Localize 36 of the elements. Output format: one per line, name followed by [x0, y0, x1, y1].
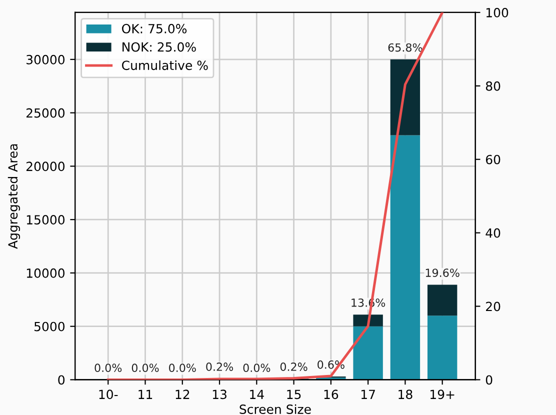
y2-tick-label: 80 [486, 81, 500, 91]
annotation: 0.0% [94, 364, 122, 372]
y-tick-label: 25000 [26, 108, 65, 118]
legend-label: Cumulative % [122, 60, 208, 70]
y-tick-label: 5000 [34, 322, 65, 332]
annotation: 65.8% [388, 43, 422, 52]
x-tick-label: 13 [212, 390, 226, 400]
y2-tick-label: 40 [486, 228, 500, 238]
x-tick-label: 17 [361, 390, 375, 399]
y-tick-label: 0 [58, 375, 65, 385]
x-tick-label: 10- [99, 390, 118, 400]
x-tick-label: 16 [324, 390, 338, 400]
x-tick-label: 11 [138, 390, 152, 399]
y-tick-label: 10000 [26, 268, 65, 278]
annotation: 0.2% [206, 362, 234, 371]
x-tick-label: 14 [250, 390, 264, 399]
annotation: 0.0% [243, 364, 270, 372]
annotation: 0.2% [280, 362, 308, 371]
annotation: 0.0% [132, 364, 159, 372]
annotation: 0.0% [169, 364, 196, 372]
y2-tick-label: 100 [486, 8, 508, 18]
y-tick-label: 15000 [26, 215, 65, 225]
y-axis-title: Aggregated Area [8, 144, 20, 249]
y-tick-label: 30000 [26, 54, 65, 64]
y2-tick-label: 20 [486, 302, 500, 312]
x-tick-label: 18 [398, 390, 412, 400]
annotation: 19.6% [426, 268, 460, 277]
y2-tick-label: 60 [486, 154, 500, 164]
legend-label: NOK: 25.0% [122, 42, 196, 52]
legend-label: OK: 75.0% [122, 24, 187, 34]
y2-tick-label: 0 [486, 375, 492, 385]
y-tick-label: 20000 [26, 162, 65, 172]
x-axis-title: Screen Size [240, 404, 311, 414]
x-tick-label: 19+ [430, 390, 454, 400]
x-tick-label: 12 [176, 390, 190, 399]
x-tick-label: 15 [287, 390, 301, 400]
